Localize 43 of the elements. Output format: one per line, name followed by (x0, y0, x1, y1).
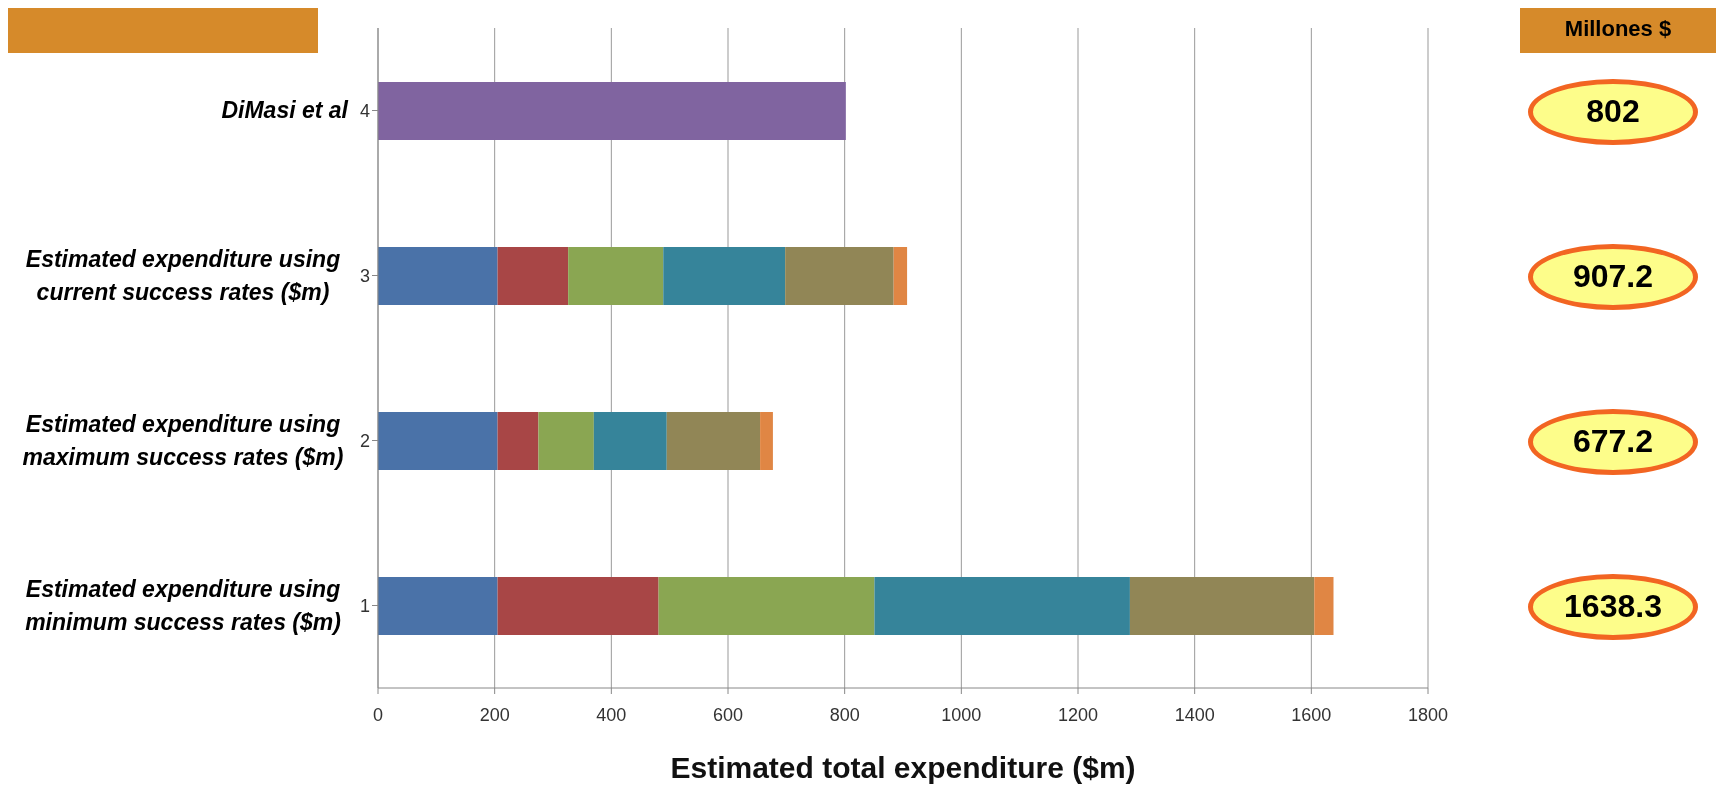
bar (874, 577, 1130, 635)
bar (497, 247, 569, 305)
bar (378, 247, 498, 305)
text: 1638.3 (1528, 573, 1698, 640)
bar (497, 577, 659, 635)
text: Estimated expenditure using current success rates ($m) (24, 245, 342, 307)
x-tick-label: 1200 (1057, 704, 1099, 725)
text: Millones $ (1563, 16, 1673, 42)
bar (593, 412, 667, 470)
bar (663, 247, 786, 305)
text: 677.2 (1528, 408, 1698, 475)
x-axis-title: Estimated total expenditure ($m) (670, 751, 1136, 784)
bar (1129, 577, 1315, 635)
bar (1314, 577, 1334, 635)
y-tick-label: 1 (359, 595, 370, 616)
bar (760, 412, 773, 470)
bar (568, 247, 664, 305)
y-tick-label: 2 (359, 430, 370, 451)
bar (378, 577, 498, 635)
x-tick-label: 0 (372, 704, 384, 725)
text: 907.2 (1528, 243, 1698, 310)
text: Estimated expenditure using maximum success rates ($m) (21, 410, 345, 472)
x-tick-label: 1600 (1291, 704, 1332, 725)
x-tick-label: 1800 (1407, 704, 1449, 725)
x-tick-label: 1000 (941, 704, 982, 725)
x-tick-label: 400 (596, 704, 627, 725)
bar (785, 247, 894, 305)
text: Estimated expenditure using minimum success rates ($m) (24, 575, 342, 637)
x-tick-label: 200 (479, 704, 510, 725)
bar (497, 412, 539, 470)
bar (538, 412, 594, 470)
text: 802 (1528, 78, 1698, 145)
bar (378, 82, 846, 140)
y-tick-label: 3 (359, 265, 370, 286)
x-tick-label: 1400 (1174, 704, 1215, 725)
x-tick-label: 600 (712, 704, 744, 725)
x-tick-label: 800 (829, 704, 860, 725)
bar (666, 412, 761, 470)
text: DiMasi et al (221, 96, 348, 126)
bar (378, 412, 498, 470)
bar (893, 247, 908, 305)
y-tick-label: 4 (359, 100, 370, 121)
bar (658, 577, 875, 635)
